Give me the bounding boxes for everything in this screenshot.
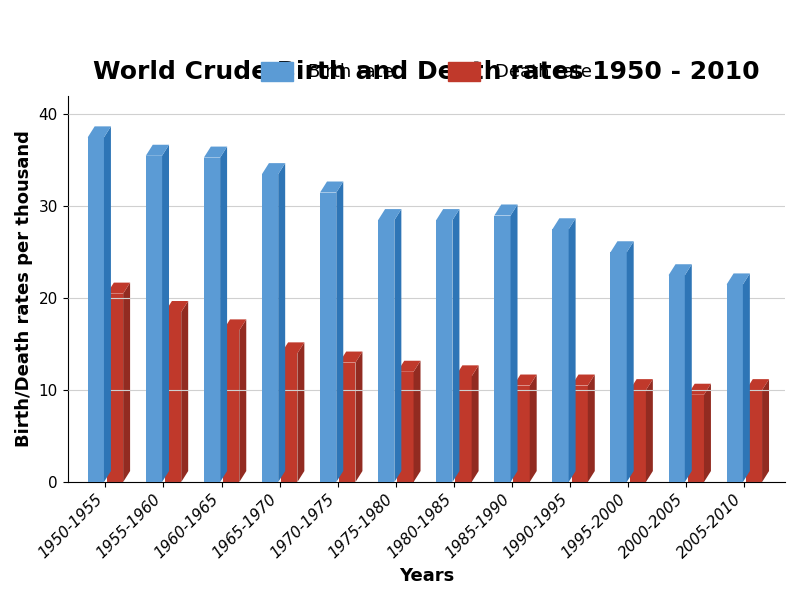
Polygon shape <box>239 319 246 482</box>
Polygon shape <box>123 283 130 482</box>
Polygon shape <box>630 379 653 390</box>
Polygon shape <box>646 379 653 482</box>
Polygon shape <box>610 252 626 482</box>
Polygon shape <box>626 241 634 482</box>
Polygon shape <box>669 264 692 275</box>
Polygon shape <box>726 274 750 284</box>
Polygon shape <box>436 209 459 220</box>
X-axis label: Years: Years <box>398 567 454 585</box>
Polygon shape <box>494 205 518 215</box>
Polygon shape <box>436 220 453 482</box>
Polygon shape <box>182 301 188 482</box>
Polygon shape <box>394 209 402 482</box>
Polygon shape <box>88 127 111 137</box>
Polygon shape <box>414 361 421 482</box>
Polygon shape <box>494 215 510 482</box>
Polygon shape <box>762 379 769 482</box>
Polygon shape <box>278 163 285 482</box>
Polygon shape <box>336 182 343 482</box>
Polygon shape <box>514 374 537 386</box>
Polygon shape <box>588 374 594 482</box>
Polygon shape <box>204 158 220 482</box>
Polygon shape <box>704 384 711 482</box>
Polygon shape <box>162 145 169 482</box>
Polygon shape <box>339 352 362 362</box>
Polygon shape <box>339 362 355 482</box>
Polygon shape <box>298 343 304 482</box>
Polygon shape <box>281 343 304 353</box>
Polygon shape <box>146 145 169 156</box>
Polygon shape <box>262 174 278 482</box>
Polygon shape <box>610 241 634 252</box>
Title: World Crude Birth and Death rates 1950 - 2010: World Crude Birth and Death rates 1950 -… <box>93 61 760 85</box>
Polygon shape <box>571 386 588 482</box>
Polygon shape <box>510 205 518 482</box>
Polygon shape <box>223 319 246 331</box>
Polygon shape <box>165 301 188 312</box>
Polygon shape <box>514 386 530 482</box>
Polygon shape <box>107 293 123 482</box>
Polygon shape <box>743 274 750 482</box>
Polygon shape <box>355 352 362 482</box>
Polygon shape <box>223 331 239 482</box>
Polygon shape <box>378 209 402 220</box>
Polygon shape <box>453 209 459 482</box>
Polygon shape <box>262 163 285 174</box>
Polygon shape <box>88 137 104 482</box>
Polygon shape <box>552 218 576 229</box>
Polygon shape <box>552 229 569 482</box>
Polygon shape <box>571 374 594 386</box>
Polygon shape <box>455 365 478 376</box>
Polygon shape <box>688 384 711 395</box>
Polygon shape <box>378 220 394 482</box>
Polygon shape <box>281 353 298 482</box>
Polygon shape <box>746 379 769 390</box>
Polygon shape <box>204 146 227 158</box>
Y-axis label: Birth/Death rates per thousand: Birth/Death rates per thousand <box>15 131 33 448</box>
Polygon shape <box>320 182 343 193</box>
Polygon shape <box>165 312 182 482</box>
Polygon shape <box>669 275 685 482</box>
Polygon shape <box>472 365 478 482</box>
Polygon shape <box>630 390 646 482</box>
Polygon shape <box>530 374 537 482</box>
Polygon shape <box>220 146 227 482</box>
Legend: Birth rate, Death rate: Birth rate, Death rate <box>254 55 599 89</box>
Polygon shape <box>146 156 162 482</box>
Polygon shape <box>455 376 472 482</box>
Polygon shape <box>569 218 576 482</box>
Polygon shape <box>320 193 336 482</box>
Polygon shape <box>104 127 111 482</box>
Polygon shape <box>726 284 743 482</box>
Polygon shape <box>107 283 130 293</box>
Polygon shape <box>688 395 704 482</box>
Polygon shape <box>398 361 421 372</box>
Polygon shape <box>746 390 762 482</box>
Polygon shape <box>685 264 692 482</box>
Polygon shape <box>398 372 414 482</box>
